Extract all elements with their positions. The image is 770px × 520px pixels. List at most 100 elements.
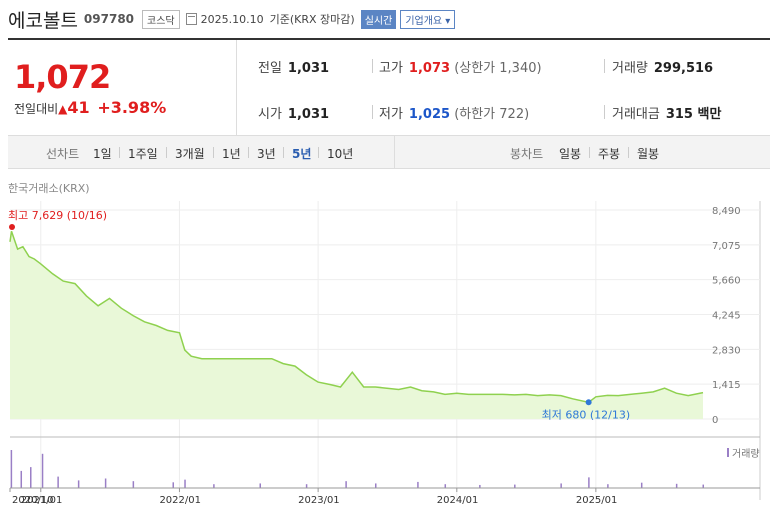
high-label: 고가	[379, 61, 403, 76]
lower-limit: (하한가 722)	[454, 107, 530, 122]
open-price: 시가 1,031	[258, 103, 329, 122]
chart-tabs: 선차트 1일 1주일 3개월 1년 3년 5년 10년 봉차트 일봉 주봉 월봉	[8, 136, 770, 169]
divider	[119, 147, 120, 158]
x-tick-label: 2021/01	[21, 495, 63, 506]
current-price: 1,072	[14, 58, 111, 96]
amount-label: 거래대금	[612, 107, 660, 122]
volume-label: 거래량	[612, 61, 648, 76]
price-summary: 1,072 전일대비▲41 +3.98%	[8, 40, 237, 136]
tab-monthly-candle[interactable]: 월봉	[637, 147, 660, 161]
y-tick-label: 7,075	[712, 241, 741, 252]
quote-panel: 1,072 전일대비▲41 +3.98% 전일 1,031 시가 1,031 고가 1…	[8, 38, 770, 136]
amount-value: 315 백만	[665, 107, 722, 122]
tab-5year[interactable]: 5년	[292, 147, 312, 161]
volume-bar	[305, 484, 308, 488]
volume-bar	[588, 477, 590, 488]
volume-bar	[132, 481, 135, 488]
high-marker	[9, 224, 15, 230]
y-tick-label: 8,490	[712, 206, 741, 217]
y-tick-label: 2,830	[712, 345, 741, 356]
volume-bar	[41, 453, 44, 488]
volume-bar	[640, 482, 643, 488]
volume-legend-label: 거래량	[732, 448, 760, 460]
quote-basis: 기준(KRX 장마감)	[269, 13, 355, 26]
volume-bar	[77, 480, 80, 488]
divider	[248, 147, 249, 158]
price-line	[9, 230, 704, 404]
high-price: 고가 1,073 (상한가 1,340)	[379, 57, 542, 76]
volume-bar	[417, 481, 419, 488]
y-tick-label: 0	[712, 415, 718, 426]
change-label: 전일대비	[14, 102, 59, 116]
change-percent: +3.98%	[97, 98, 167, 117]
calendar-icon	[185, 13, 197, 25]
prev-close-value: 1,031	[287, 61, 330, 76]
volume-bar	[444, 484, 447, 488]
high-annotation: 최고 7,629 (10/16)	[8, 209, 107, 222]
volume-bar	[560, 483, 562, 488]
volume-bar	[184, 479, 186, 488]
volume-bar	[607, 484, 609, 488]
stock-header: 에코볼트 097780 코스닥 2025.10.10 기준(KRX 장마감) 실…	[8, 6, 456, 32]
prev-close-label: 전일	[258, 61, 282, 76]
divider	[213, 147, 214, 158]
quote-date: 2025.10.10	[200, 12, 264, 26]
upper-limit: (상한가 1,340)	[454, 61, 542, 76]
stock-code: 097780	[83, 12, 135, 26]
tab-weekly-candle[interactable]: 주봉	[598, 147, 621, 161]
volume-bar	[675, 483, 678, 488]
line-chart-label: 선차트	[46, 147, 80, 161]
divider	[372, 105, 373, 119]
stock-name: 에코볼트	[8, 9, 78, 32]
volume-bar	[10, 450, 13, 488]
x-tick-label: 2022/01	[159, 495, 201, 506]
tab-1year[interactable]: 1년	[222, 147, 241, 161]
volume-legend-swatch	[727, 448, 729, 457]
prev-close: 전일 1,031	[258, 57, 329, 76]
divider	[628, 147, 629, 158]
x-tick-label: 2023/01	[298, 495, 340, 506]
volume-bar	[259, 483, 261, 488]
y-tick-label: 5,660	[712, 276, 741, 287]
volume-bar	[514, 484, 516, 488]
tab-10year[interactable]: 10년	[327, 147, 354, 161]
volume-bar	[20, 470, 23, 488]
y-tick-label: 4,245	[712, 311, 741, 322]
divider	[604, 59, 605, 73]
tab-1day[interactable]: 1일	[93, 147, 112, 161]
exchange-label: 한국거래소(KRX)	[8, 182, 90, 195]
x-tick-label: 2024/01	[437, 495, 479, 506]
divider	[166, 147, 167, 158]
volume-bar	[702, 484, 704, 488]
up-arrow-icon: ▲	[58, 102, 68, 116]
divider	[283, 147, 284, 158]
volume-bar	[374, 483, 377, 488]
change-value: 41	[67, 98, 90, 117]
tab-group-divider	[394, 136, 395, 169]
tab-1week[interactable]: 1주일	[128, 147, 158, 161]
open-value: 1,031	[287, 107, 330, 122]
company-info-dropdown[interactable]: 기업개요 ▾	[400, 9, 456, 29]
x-tick-label: 2025/01	[576, 495, 618, 506]
volume-bar	[30, 467, 32, 488]
x-tick-label: 2020/10	[12, 495, 54, 506]
tab-3month[interactable]: 3개월	[175, 147, 205, 161]
divider	[318, 147, 319, 158]
divider	[604, 105, 605, 119]
price-change: 전일대비▲41 +3.98%	[14, 98, 166, 117]
divider	[372, 59, 373, 73]
low-annotation: 최저 680 (12/13)	[542, 408, 631, 421]
candle-chart-label: 봉차트	[510, 147, 544, 161]
high-value: 1,073	[408, 61, 451, 76]
realtime-button[interactable]: 실시간	[360, 9, 397, 29]
low-marker	[585, 399, 592, 406]
volume-bar	[172, 482, 174, 488]
volume-bar	[479, 484, 481, 488]
tab-3year[interactable]: 3년	[257, 147, 276, 161]
low-value: 1,025	[408, 107, 451, 122]
tab-daily-candle[interactable]: 일봉	[559, 147, 582, 161]
y-tick-label: 1,415	[712, 380, 741, 391]
market-badge: 코스닥	[142, 9, 180, 29]
trade-amount: 거래대금 315 백만	[612, 103, 721, 122]
